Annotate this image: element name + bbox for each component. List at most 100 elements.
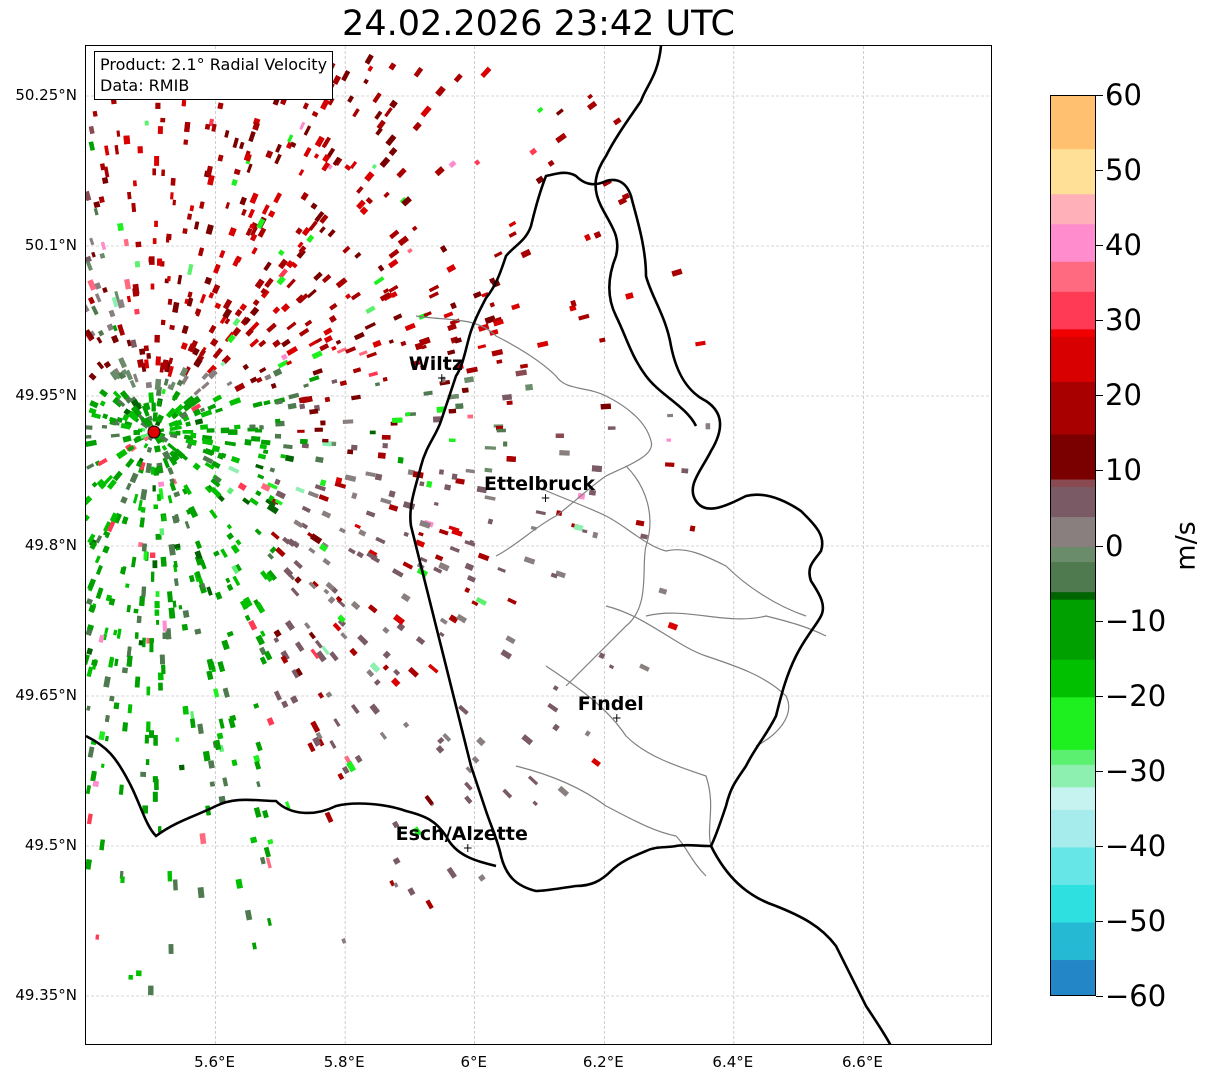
colorbar-band xyxy=(1051,531,1095,540)
district-boundary xyxy=(535,485,807,617)
district-boundary xyxy=(565,465,651,687)
colorbar-band xyxy=(1051,471,1095,480)
colorbar-tick-label: 60 xyxy=(1105,78,1142,112)
colorbar-band xyxy=(1051,786,1095,795)
colorbar-band xyxy=(1051,441,1095,450)
colorbar-band xyxy=(1051,208,1095,217)
colorbar-band xyxy=(1051,734,1095,743)
colorbar-band xyxy=(1051,959,1095,968)
colorbar-tick xyxy=(1096,245,1103,247)
radar-site-marker[interactable] xyxy=(147,425,161,439)
city-marker: + xyxy=(463,841,473,855)
colorbar-band xyxy=(1051,223,1095,232)
colorbar-tick-label: −10 xyxy=(1105,603,1167,638)
colorbar-band xyxy=(1051,794,1095,803)
district-boundary xyxy=(605,605,790,747)
colorbar-band xyxy=(1051,636,1095,645)
colorbar-band xyxy=(1051,554,1095,563)
colorbar-band xyxy=(1051,148,1095,157)
national-borders xyxy=(86,46,892,1044)
colorbar-band xyxy=(1051,771,1095,780)
colorbar-band xyxy=(1051,689,1095,698)
colorbar-band xyxy=(1051,351,1095,360)
district-boundary xyxy=(515,765,707,877)
colorbar-gradient xyxy=(1051,96,1095,995)
colorbar-band xyxy=(1051,824,1095,833)
colorbar-tick xyxy=(1096,845,1103,847)
colorbar-band xyxy=(1051,373,1095,382)
colorbar-band xyxy=(1051,861,1095,870)
colorbar-tick xyxy=(1096,95,1103,96)
fr-de-border xyxy=(709,845,892,1044)
colorbar-band xyxy=(1051,336,1095,345)
colorbar-band xyxy=(1051,156,1095,165)
colorbar-tick-label: 10 xyxy=(1105,453,1142,488)
colorbar-band xyxy=(1051,366,1095,375)
colorbar xyxy=(1050,95,1096,996)
colorbar-band xyxy=(1051,884,1095,893)
colorbar-band xyxy=(1051,268,1095,277)
colorbar-tick xyxy=(1096,695,1103,697)
lux-border xyxy=(409,171,825,893)
colorbar-band xyxy=(1051,756,1095,765)
colorbar-band xyxy=(1051,629,1095,638)
colorbar-tick xyxy=(1096,620,1103,622)
colorbar-band xyxy=(1051,403,1095,412)
colorbar-band xyxy=(1051,418,1095,427)
colorbar-band xyxy=(1051,606,1095,615)
colorbar-band xyxy=(1051,201,1095,210)
colorbar-band xyxy=(1051,569,1095,578)
lat-tick-label: 49.5°N xyxy=(24,836,77,854)
colorbar-band xyxy=(1051,621,1095,630)
colorbar-band xyxy=(1051,666,1095,675)
colorbar-band xyxy=(1051,951,1095,961)
lat-tick-label: 49.65°N xyxy=(15,686,77,704)
colorbar-tick-label: −50 xyxy=(1105,903,1167,938)
colorbar-band xyxy=(1051,614,1095,623)
colorbar-band xyxy=(1051,704,1095,713)
colorbar-band xyxy=(1051,584,1095,593)
colorbar-band xyxy=(1051,914,1095,923)
colorbar-band xyxy=(1051,298,1095,307)
colorbar-band xyxy=(1051,126,1095,135)
velocity-echoes xyxy=(86,51,711,996)
colorbar-tick-label: 40 xyxy=(1105,228,1142,263)
colorbar-band xyxy=(1051,163,1095,172)
lon-tick-label: 6.2°E xyxy=(582,1053,624,1071)
lat-tick-label: 49.95°N xyxy=(15,386,77,404)
colorbar-tick xyxy=(1096,395,1103,397)
colorbar-band xyxy=(1051,764,1095,773)
colorbar-band xyxy=(1051,433,1095,442)
colorbar-band xyxy=(1051,801,1095,810)
radar-map[interactable]: + Wiltz + Ettelbruck + Findel + Esch/Alzette xyxy=(85,45,992,1045)
city-labels: +Wiltz+Ettelbruck+Findel+Esch/Alzette xyxy=(396,353,644,855)
colorbar-band xyxy=(1051,576,1095,585)
radar-map-canvas[interactable]: +Wiltz+Ettelbruck+Findel+Esch/Alzette xyxy=(86,46,992,1045)
info-box: Product: 2.1° Radial Velocity Data: RMIB xyxy=(94,51,334,100)
map-title: 24.02.2026 23:42 UTC xyxy=(342,4,735,44)
colorbar-tick xyxy=(1096,545,1103,547)
colorbar-band xyxy=(1051,831,1095,840)
colorbar-band xyxy=(1051,839,1095,848)
lon-tick-label: 6°E xyxy=(460,1053,487,1071)
colorbar-band xyxy=(1051,96,1095,105)
lon-tick-label: 6.4°E xyxy=(712,1053,754,1071)
colorbar-band xyxy=(1051,178,1095,187)
colorbar-tick xyxy=(1096,996,1103,997)
colorbar-band xyxy=(1051,313,1095,322)
colorbar-band xyxy=(1051,809,1095,818)
colorbar-band xyxy=(1051,246,1095,255)
colorbar-band xyxy=(1051,411,1095,420)
colorbar-tick xyxy=(1096,770,1103,772)
colorbar-band xyxy=(1051,966,1095,976)
colorbar-band xyxy=(1051,854,1095,863)
colorbar-tick xyxy=(1096,320,1103,322)
colorbar-band xyxy=(1051,328,1095,337)
colorbar-band xyxy=(1051,463,1095,473)
colorbar-band xyxy=(1051,253,1095,262)
colorbar-band xyxy=(1051,261,1095,270)
colorbar-band xyxy=(1051,944,1095,953)
city-label: Findel xyxy=(578,693,644,715)
colorbar-band xyxy=(1051,448,1095,457)
colorbar-band xyxy=(1051,561,1095,570)
